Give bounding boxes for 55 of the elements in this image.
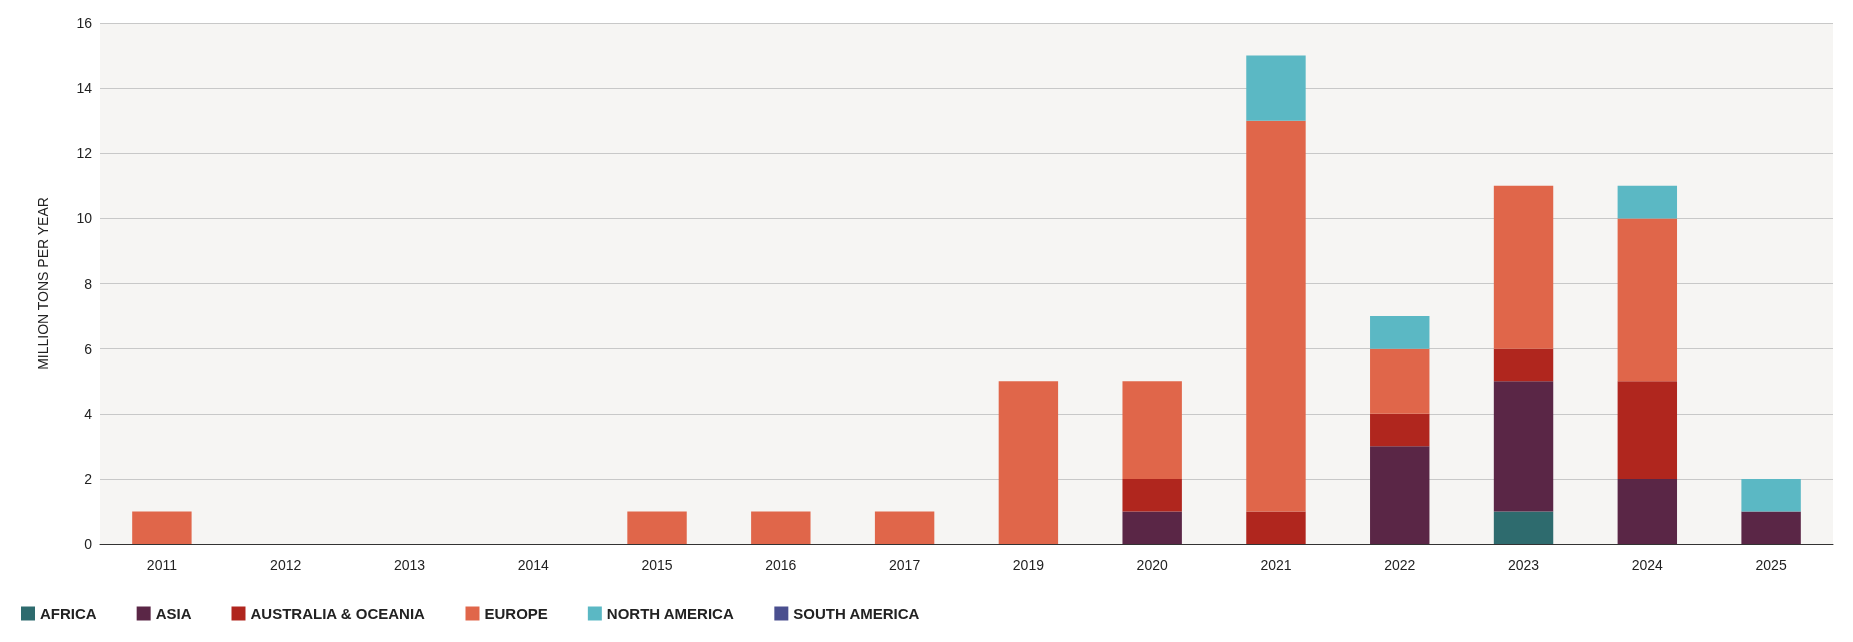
x-tick-label: 2015 [641, 557, 673, 573]
y-tick-label: 0 [84, 536, 93, 552]
bar [1246, 55, 1306, 121]
bar [1617, 381, 1678, 479]
x-tick-label: 2020 [1136, 557, 1168, 573]
legend-label: ASIA [155, 605, 192, 622]
bar [627, 511, 687, 544]
bar [1741, 511, 1801, 544]
bar [1493, 185, 1554, 349]
x-tick-label: 2019 [1012, 557, 1045, 573]
y-tick-label: 8 [84, 275, 93, 292]
y-tick-label: 16 [76, 15, 93, 31]
bar [1370, 413, 1430, 447]
legend-label: SOUTH AMERICA [793, 605, 920, 622]
x-tick-label: 2016 [765, 557, 797, 573]
legend-label: NORTH AMERICA [606, 605, 734, 622]
bar [1493, 348, 1554, 382]
x-tick-label: 2014 [517, 557, 550, 573]
bar [998, 381, 1059, 544]
x-tick-label: 2012 [270, 557, 302, 573]
x-tick-label: 2013 [393, 557, 426, 573]
legend-label: AFRICA [40, 605, 97, 622]
bar [1617, 218, 1678, 382]
x-tick-label: 2023 [1507, 557, 1540, 573]
bar [751, 511, 811, 544]
bar [1122, 511, 1182, 544]
bar [1246, 120, 1306, 512]
bar [1370, 348, 1430, 414]
bar [1741, 478, 1801, 512]
legend-label: EUROPE [484, 605, 548, 622]
y-tick-label: 10 [76, 210, 93, 227]
bar [1617, 185, 1678, 219]
bar [1493, 381, 1554, 512]
bar [1493, 511, 1554, 544]
bar [1370, 316, 1430, 349]
x-tick-label: 2011 [146, 557, 178, 573]
x-tick-label: 2017 [889, 557, 921, 573]
y-tick-label: 14 [76, 80, 93, 97]
y-tick-label: 2 [84, 470, 93, 487]
bar [874, 511, 935, 544]
bar [1122, 381, 1182, 479]
legend-label: AUSTRALIA & OCEANIA [250, 605, 426, 622]
y-tick-label: 4 [84, 405, 93, 422]
y-axis-title: MILLION TONS PER YEAR [35, 197, 51, 370]
y-tick-label: 12 [76, 145, 93, 162]
x-tick-label: 2021 [1260, 557, 1292, 573]
x-tick-label: 2022 [1384, 557, 1416, 573]
bar [1122, 478, 1182, 512]
x-tick-label: 2025 [1755, 557, 1787, 573]
x-tick-label: 2024 [1631, 557, 1664, 573]
bar [1370, 446, 1430, 544]
bar [132, 511, 192, 544]
bar [1246, 511, 1306, 544]
y-tick-label: 6 [84, 340, 93, 357]
bar [1617, 478, 1678, 544]
